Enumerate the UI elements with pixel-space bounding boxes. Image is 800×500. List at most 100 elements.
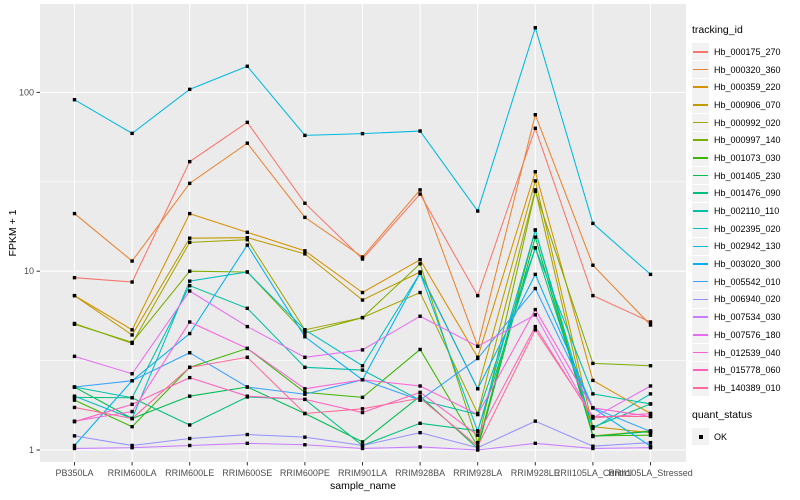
legend-key-line (693, 280, 708, 283)
data-point (648, 320, 653, 324)
legend-key-swatch (692, 202, 709, 220)
legend-item-label: Hb_007534_030 (714, 312, 781, 323)
data-point (245, 385, 249, 389)
data-point (476, 412, 480, 417)
x-tick-label: RRIM600LA (108, 468, 157, 478)
legend-key-line (693, 369, 708, 371)
data-point (360, 407, 365, 411)
data-point (303, 435, 307, 439)
legend-item-quant-OK: OK (692, 428, 798, 446)
data-point (591, 378, 595, 383)
legend-key-swatch (692, 344, 709, 362)
legend-item-Hb_000320_360: Hb_000320_360 (692, 61, 798, 79)
legend-item-Hb_002395_020: Hb_002395_020 (692, 220, 798, 238)
data-point (418, 390, 422, 395)
data-point (418, 394, 422, 398)
legend-item-Hb_000906_070: Hb_000906_070 (692, 96, 798, 114)
data-point (533, 328, 537, 332)
data-point (245, 355, 249, 359)
data-point (591, 434, 595, 439)
legend-key-line (693, 227, 708, 230)
data-point (188, 375, 192, 380)
data-point (591, 221, 595, 226)
data-point (533, 419, 537, 423)
legend-item-Hb_012539_040: Hb_012539_040 (692, 344, 798, 362)
data-point (476, 356, 480, 361)
data-point (303, 387, 307, 391)
legend-key-line (693, 192, 708, 195)
data-point (591, 293, 595, 298)
y-tick-label: 10 (24, 266, 34, 276)
legend-item-Hb_002942_130: Hb_002942_130 (692, 237, 798, 256)
data-point (130, 446, 134, 450)
data-point (303, 252, 307, 256)
legend-item-Hb_000992_020: Hb_000992_020 (692, 114, 798, 132)
data-point (303, 328, 307, 332)
x-tick-label: RRIM928BA (395, 468, 445, 478)
data-point (418, 421, 422, 426)
data-point (130, 333, 134, 337)
legend-key-line (693, 68, 708, 71)
legend-key-swatch (692, 61, 709, 79)
legend-key-swatch (692, 96, 709, 114)
data-point (130, 328, 134, 332)
legend-key-swatch (692, 114, 709, 132)
legend-key-swatch (692, 237, 709, 255)
data-point (476, 429, 480, 434)
legend-item-label: Hb_000992_020 (714, 117, 781, 128)
data-point (130, 443, 134, 448)
data-point (533, 324, 537, 329)
data-point (648, 446, 653, 450)
data-point (72, 394, 77, 398)
data-point (533, 441, 537, 446)
data-point (188, 289, 192, 293)
data-point (303, 443, 307, 447)
data-point (188, 331, 192, 336)
data-point (360, 315, 365, 320)
legend-key-line (693, 333, 708, 336)
data-point (533, 126, 537, 130)
x-tick-label: RRIM600SE (222, 468, 272, 478)
data-point (245, 64, 249, 68)
data-point (360, 378, 365, 382)
data-point (303, 331, 307, 335)
data-point (72, 211, 77, 216)
legend-items-quant-status: OK (692, 428, 798, 446)
legend-item-label: Hb_000359_220 (714, 82, 781, 93)
y-tick-label: 1 (29, 445, 34, 455)
legend-key-line (693, 86, 708, 88)
data-point (648, 429, 653, 434)
legend-item-Hb_000997_140: Hb_000997_140 (692, 131, 798, 149)
data-point (245, 324, 249, 329)
data-point (533, 113, 537, 117)
data-point (188, 236, 192, 240)
legend-item-Hb_001405_230: Hb_001405_230 (692, 167, 798, 185)
legend-item-Hb_005542_010: Hb_005542_010 (692, 273, 798, 291)
data-point (188, 436, 192, 441)
data-point (303, 335, 307, 339)
data-point (360, 440, 365, 444)
data-point (418, 347, 422, 352)
data-point (533, 313, 537, 317)
data-point (72, 354, 77, 359)
legend-item-label: Hb_015778_060 (714, 365, 781, 376)
data-point (72, 293, 77, 298)
legend-item-label: Hb_002395_020 (714, 223, 781, 234)
data-point (360, 395, 365, 400)
data-point (591, 426, 595, 431)
data-point (303, 215, 307, 220)
data-point (360, 131, 365, 136)
data-point (245, 235, 249, 240)
legend-item-Hb_000175_270: Hb_000175_270 (692, 43, 798, 61)
legend-key-swatch (692, 149, 709, 167)
data-point (130, 372, 134, 376)
data-point (130, 416, 134, 421)
data-point (476, 444, 480, 448)
data-point (188, 320, 192, 324)
data-point (533, 272, 537, 277)
data-point (188, 423, 192, 427)
data-point (303, 355, 307, 359)
data-point (418, 290, 422, 295)
